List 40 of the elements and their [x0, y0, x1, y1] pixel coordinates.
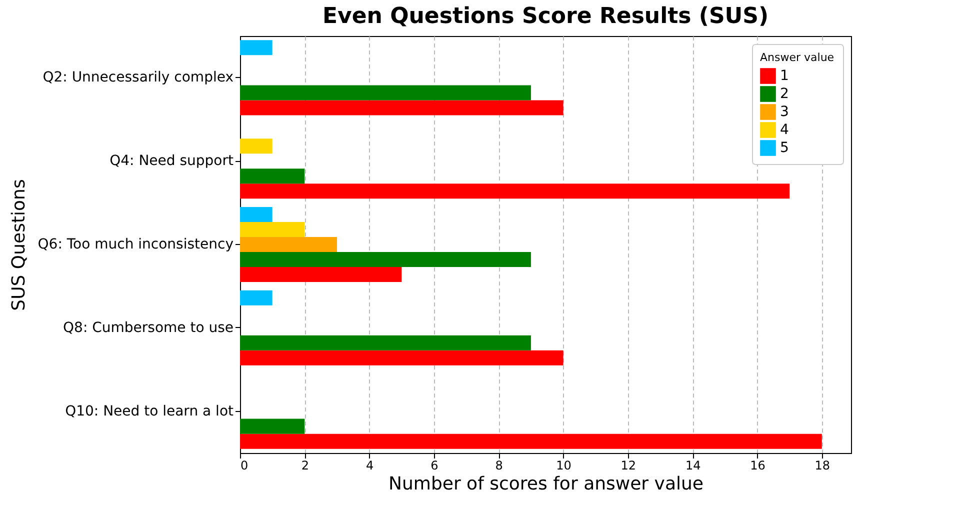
x-tick-label: 6	[430, 458, 438, 472]
x-tick-label: 18	[814, 458, 830, 472]
bar	[240, 252, 531, 268]
y-tick-label: Q4: Need support	[110, 153, 234, 170]
bar	[240, 434, 822, 449]
legend-label: 5	[780, 140, 789, 156]
x-tick-label: 8	[495, 458, 503, 472]
x-tick-label: 10	[556, 458, 572, 472]
x-tick-label: 14	[685, 458, 701, 472]
bar	[240, 168, 305, 184]
y-axis-title: SUS Questions	[8, 179, 30, 311]
x-tick-label: 2	[301, 458, 309, 472]
x-axis-title: Number of scores for answer value	[388, 474, 704, 494]
y-tick-label: Q2: Unnecessarily complex	[42, 70, 234, 86]
legend-label: 1	[780, 68, 789, 84]
bar	[240, 236, 337, 252]
legend-label: 3	[780, 104, 789, 120]
bar	[240, 290, 272, 306]
bar	[240, 184, 790, 199]
chart-title: Even Questions Score Results (SUS)	[322, 4, 769, 29]
x-tick-label: 0	[240, 458, 248, 472]
legend-label: 4	[780, 122, 789, 138]
y-tick-label: Q6: Too much inconsistency	[38, 236, 234, 252]
x-tick-label: 12	[620, 458, 636, 472]
bar	[240, 138, 272, 154]
bar	[240, 335, 531, 350]
legend-label: 2	[780, 86, 789, 102]
bar	[240, 350, 564, 366]
y-tick-label: Q8: Cumbersome to use	[63, 320, 234, 336]
y-tick-label: Q10: Need to learn a lot	[65, 403, 234, 420]
bar	[240, 206, 272, 222]
bar	[240, 100, 564, 116]
bar	[240, 85, 531, 100]
bar	[240, 418, 305, 434]
bar	[240, 267, 402, 282]
x-tick-label: 4	[366, 458, 374, 472]
x-tick-label: 16	[750, 458, 766, 472]
bar	[240, 222, 305, 237]
bar	[240, 40, 272, 56]
legend-title: Answer value	[760, 51, 834, 64]
